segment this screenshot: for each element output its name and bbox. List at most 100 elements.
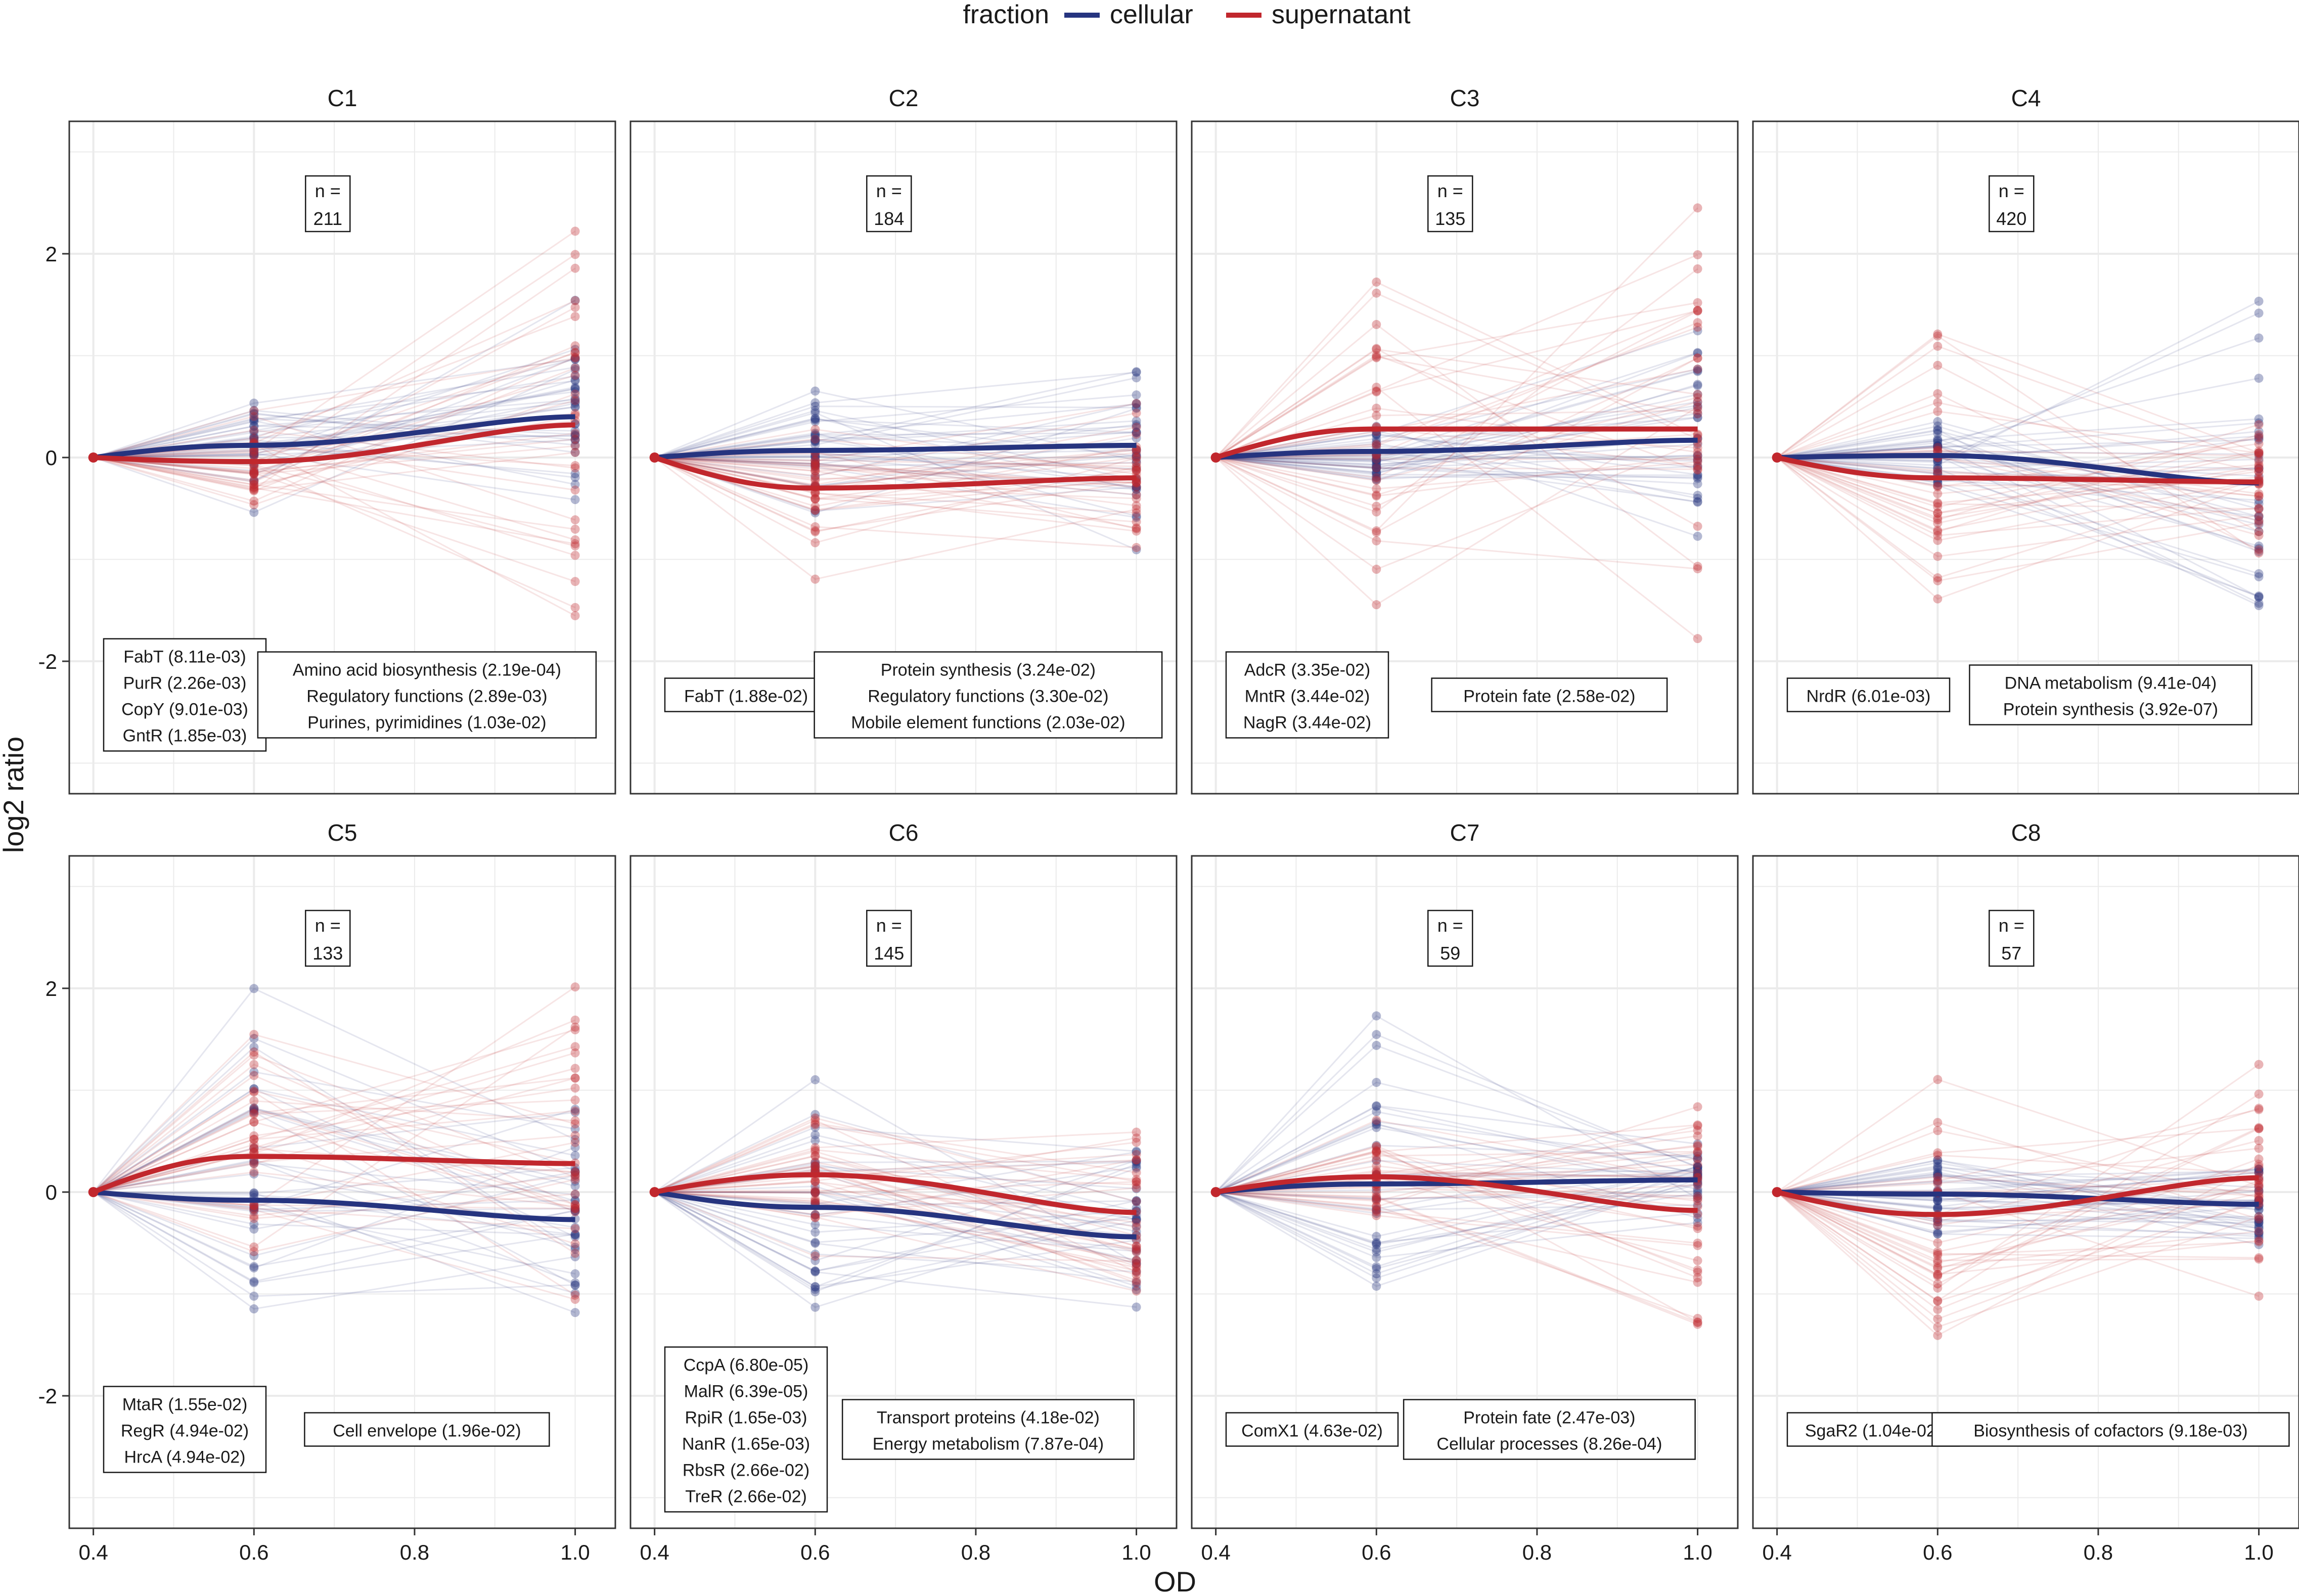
point-supernatant xyxy=(1372,352,1381,362)
point-supernatant xyxy=(249,406,259,416)
trajectory-supernatant xyxy=(1215,292,1698,459)
point-cellular xyxy=(810,1210,820,1219)
point-supernatant xyxy=(1132,524,1141,533)
point-supernatant xyxy=(2254,451,2264,461)
point-cellular xyxy=(1693,408,1702,418)
point-cellular xyxy=(570,393,580,403)
point-supernatant xyxy=(1693,405,1702,415)
trajectory-supernatant xyxy=(654,457,1137,499)
regulator-box: CcpA (6.80e-05) MalR (6.39e-05) RpiR (1.65… xyxy=(664,1346,828,1513)
function-box: Biosynthesis of cofactors (9.18e-03) xyxy=(1931,1412,2290,1447)
point-supernatant xyxy=(1933,360,1943,370)
point-supernatant xyxy=(1693,1267,1702,1277)
point-supernatant xyxy=(1132,1175,1141,1184)
point-supernatant xyxy=(810,1162,820,1172)
point-cellular xyxy=(249,433,259,443)
point-supernatant xyxy=(1933,527,1943,536)
point-cellular xyxy=(249,1034,259,1043)
trajectory-cellular xyxy=(1777,1159,2259,1211)
function-label: Biosynthesis of cofactors (9.18e-03) xyxy=(1973,1422,2247,1441)
point-supernatant xyxy=(249,451,259,461)
y-tick-label: 0 xyxy=(46,1180,57,1204)
point-cellular xyxy=(1933,436,1943,446)
point-supernatant xyxy=(810,464,820,473)
point-supernatant xyxy=(2254,462,2264,471)
point-supernatant xyxy=(2254,1154,2264,1164)
point-supernatant xyxy=(1933,1247,1943,1256)
trajectory-cellular xyxy=(1215,457,1698,480)
point-cellular xyxy=(1372,457,1381,466)
trajectory-cellular xyxy=(93,1163,575,1196)
point-supernatant xyxy=(810,1251,820,1261)
point-supernatant xyxy=(2254,1123,2264,1132)
point-cellular xyxy=(249,508,259,517)
trajectory-cellular xyxy=(1215,1168,1698,1214)
trajectory-cellular xyxy=(1215,385,1698,475)
point-cellular xyxy=(1372,468,1381,477)
point-supernatant xyxy=(810,506,820,515)
point-cellular xyxy=(249,450,259,460)
point-cellular xyxy=(1132,490,1141,499)
point-supernatant xyxy=(570,363,580,373)
point-supernatant xyxy=(1693,306,1702,316)
origin-point xyxy=(649,1187,660,1197)
point-cellular xyxy=(1372,1239,1381,1248)
point-supernatant xyxy=(570,1202,580,1211)
trajectory-cellular xyxy=(1777,457,2260,598)
point-supernatant xyxy=(1132,494,1141,504)
point-cellular xyxy=(810,1164,820,1174)
trajectory-cellular xyxy=(1777,337,2260,459)
regulator-box: NrdR (6.01e-03) xyxy=(1786,677,1951,712)
point-supernatant xyxy=(1372,441,1381,450)
panel-c4: C4 n = 420 NrdR (6.01e-03) DNA metabolism (9… xyxy=(1752,85,2299,795)
trajectory-supernatant xyxy=(1777,457,2259,504)
point-cellular xyxy=(1132,450,1141,460)
point-cellular xyxy=(570,1206,580,1216)
trajectory-supernatant xyxy=(93,432,575,474)
point-supernatant xyxy=(1693,1167,1702,1177)
n-value: 184 xyxy=(874,208,904,229)
trajectory-cellular xyxy=(1215,417,1698,462)
point-cellular xyxy=(570,495,580,505)
y-axis-title: log2 ratio xyxy=(0,737,29,853)
point-supernatant xyxy=(1372,600,1381,610)
point-supernatant xyxy=(1132,478,1141,488)
point-supernatant xyxy=(1933,481,1943,490)
point-supernatant xyxy=(1693,203,1702,213)
function-label: Protein fate (2.47e-03) xyxy=(1463,1408,1635,1428)
point-cellular xyxy=(1132,1245,1141,1254)
point-supernatant xyxy=(249,500,259,510)
point-supernatant xyxy=(249,483,259,493)
trajectory-cellular xyxy=(1215,438,1698,466)
point-supernatant xyxy=(1693,429,1702,439)
point-supernatant xyxy=(1372,1202,1381,1212)
facet-panels: C1 n = 211 FabT (8.11e-03) PurR (2.26e-03) Co… xyxy=(38,85,2299,1564)
point-cellular xyxy=(1372,430,1381,440)
point-supernatant xyxy=(1132,466,1141,475)
trajectory-supernatant xyxy=(93,1108,576,1206)
point-supernatant xyxy=(570,448,580,458)
point-supernatant xyxy=(2254,439,2264,448)
point-cellular xyxy=(1693,1169,1702,1179)
legend-title: fraction xyxy=(963,0,1049,29)
point-supernatant xyxy=(810,1157,820,1167)
point-cellular xyxy=(2254,431,2264,441)
point-cellular xyxy=(570,1108,580,1117)
point-cellular xyxy=(1693,1191,1702,1201)
trajectory-cellular xyxy=(654,1191,1137,1227)
point-supernatant xyxy=(810,461,820,471)
trajectory-supernatant xyxy=(93,393,576,506)
trajectory-cellular xyxy=(1777,1191,2259,1238)
data-points xyxy=(1933,1060,2264,1340)
point-cellular xyxy=(810,1159,820,1169)
regulator-label: NanR (1.65e-03) xyxy=(682,1435,810,1454)
point-cellular xyxy=(249,446,259,456)
point-cellular xyxy=(249,1251,259,1260)
point-cellular xyxy=(1132,1163,1141,1173)
function-box: Protein fate (2.47e-03) Cellular processe… xyxy=(1403,1399,1696,1460)
regulator-label: CopY (9.01e-03) xyxy=(121,700,248,719)
trajectory-supernatant xyxy=(654,1119,1137,1273)
y-tick-label: -2 xyxy=(38,1384,57,1408)
n-label: n = 211 xyxy=(305,175,351,233)
trajectory-cellular xyxy=(1777,457,2259,469)
